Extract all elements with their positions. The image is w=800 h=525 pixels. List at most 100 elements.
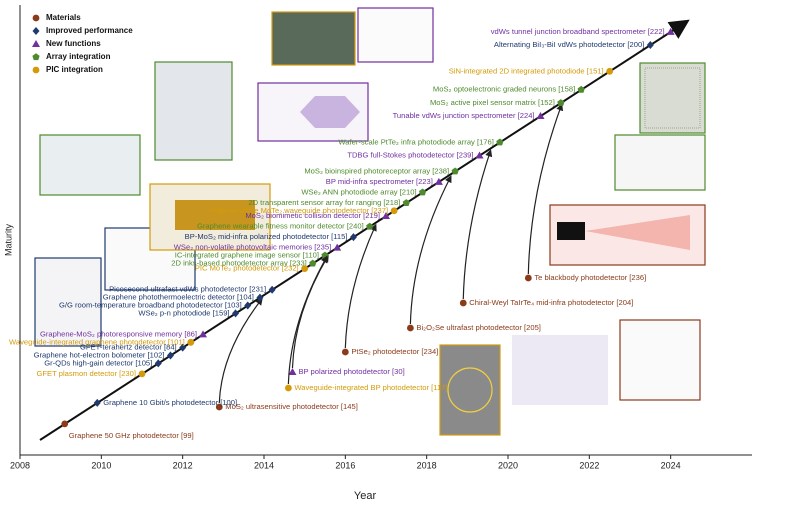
point-label: Tunable vdWs junction spectrometer [224]	[393, 111, 535, 120]
marker	[215, 403, 223, 411]
inset	[639, 62, 706, 134]
marker	[138, 370, 146, 378]
marker	[321, 251, 329, 259]
inset	[39, 134, 141, 196]
point-label: IC-integrated graphene image sensor [110…	[175, 250, 319, 259]
x-tick-label: 2016	[335, 460, 355, 470]
marker	[256, 293, 264, 302]
marker	[268, 285, 276, 294]
marker	[244, 301, 252, 310]
point-label: Graphene wearable fitness monitor detect…	[197, 222, 364, 231]
inset	[619, 319, 701, 401]
point-label: MoS₂ active pixel sensor matrix [152]	[430, 98, 555, 107]
legend-label: Materials	[46, 13, 81, 22]
point-label: 2D inks-based photodetector array [233]	[171, 258, 307, 267]
point-label: Chiral-Weyl TaIrTe₄ mid-infra photodetec…	[469, 298, 633, 307]
marker	[606, 67, 614, 75]
point-label: PIC MoTe₂ photodetector [232]	[195, 264, 299, 273]
marker	[459, 299, 467, 307]
marker	[418, 188, 427, 196]
marker	[434, 177, 443, 185]
x-axis-label: Year	[354, 490, 377, 502]
marker	[93, 398, 101, 407]
point-label: MoS₂ optoelectronic graded neurons [158]	[433, 85, 575, 94]
marker	[333, 243, 342, 251]
point-label: BP polarized photodetector [30]	[298, 367, 404, 376]
point-label: WSe₂ ANN photodiode array [210]	[301, 187, 416, 196]
marker	[309, 259, 317, 267]
marker	[32, 27, 40, 35]
marker	[187, 338, 195, 346]
point-label: GFET-terahertz detector [84]	[80, 343, 177, 352]
point-label: Wafer-scale PtTe₂ infra photodiode array…	[338, 137, 493, 146]
point-label: Graphene 50 GHz photodetector [99]	[69, 431, 194, 440]
x-tick-label: 2024	[661, 460, 681, 470]
point-label: G/G room-temperature broadband photodete…	[59, 300, 242, 309]
marker	[32, 14, 40, 22]
point-label: Te blackbody photodetector [236]	[534, 273, 646, 282]
legend-label: Array integration	[46, 52, 111, 61]
point-label: Graphene-MoS₂ photoresponsive memory [86…	[40, 329, 197, 338]
point-label: Graphene 10 Gbit/s photodetector [100]	[103, 398, 237, 407]
marker	[666, 27, 675, 35]
marker	[390, 207, 398, 215]
inset-detail	[447, 367, 493, 413]
point-label: Waveguide-integrated graphene photodetec…	[9, 337, 185, 346]
marker	[32, 53, 40, 61]
x-tick-label: 2020	[498, 460, 518, 470]
marker	[402, 199, 410, 206]
inset-detail	[644, 67, 701, 129]
marker	[349, 233, 357, 242]
insets	[34, 7, 706, 436]
legend-label: New functions	[46, 39, 101, 48]
legend-label: PIC integration	[46, 65, 103, 74]
marker	[179, 343, 187, 352]
marker	[61, 420, 69, 428]
marker	[577, 85, 585, 93]
marker	[154, 359, 162, 368]
inset	[357, 7, 434, 63]
inset	[439, 344, 501, 436]
marker	[451, 167, 459, 175]
point-label: WSe₂ p-n photodiode [159]	[138, 308, 229, 317]
point-label: MoS₂ biomimetic collision detector [219]	[245, 211, 380, 220]
point-label: Graphene hot-electron bolometer [102]	[34, 350, 165, 359]
marker	[475, 151, 484, 159]
connector	[527, 103, 564, 275]
connector	[344, 223, 377, 349]
point-label: vdWs tunnel junction broadband spectrome…	[491, 27, 665, 36]
marker	[407, 324, 414, 332]
marker	[496, 138, 504, 146]
marker	[285, 384, 292, 392]
inset-detail	[585, 215, 690, 250]
legend-label: Improved performance	[46, 26, 133, 35]
marker	[341, 348, 349, 356]
point-label: High-sensitive MoTe₂ waveguide photodete…	[211, 206, 388, 215]
connector	[287, 255, 328, 385]
point-label: PtSe₂ photodetector [234]	[351, 347, 438, 356]
marker	[166, 351, 174, 360]
point-label: Graphene photothermoelectric detector [1…	[103, 293, 254, 302]
inset-detail	[175, 200, 255, 230]
marker	[232, 309, 240, 318]
marker	[288, 368, 297, 375]
marker	[32, 66, 40, 74]
trend-arrow	[39, 19, 690, 441]
connector	[462, 149, 493, 300]
x-tick-label: 2014	[254, 460, 274, 470]
point-label: BP-MoS₂ mid-infra polarized photodetecto…	[185, 232, 348, 241]
inset	[34, 257, 102, 347]
point-label: Bi₂O₂Se ultrafast photodetector [205]	[416, 323, 541, 332]
point-label: TDBG full-Stokes photodetector [239]	[347, 151, 473, 160]
point-label: BP mid-infra spectrometer [223]	[326, 177, 433, 186]
marker	[301, 265, 309, 273]
marker	[536, 112, 545, 120]
marker	[382, 212, 390, 220]
inset	[512, 335, 608, 405]
point-label: Gr-QDs high-gain detector [105]	[44, 358, 152, 367]
connector	[409, 175, 452, 325]
point-label: GFET plasmon detector [230]	[37, 369, 136, 378]
point-label: MoS₂ bioinspired photoreceptor array [23…	[304, 166, 449, 175]
marker	[524, 274, 532, 282]
inset	[154, 61, 233, 161]
